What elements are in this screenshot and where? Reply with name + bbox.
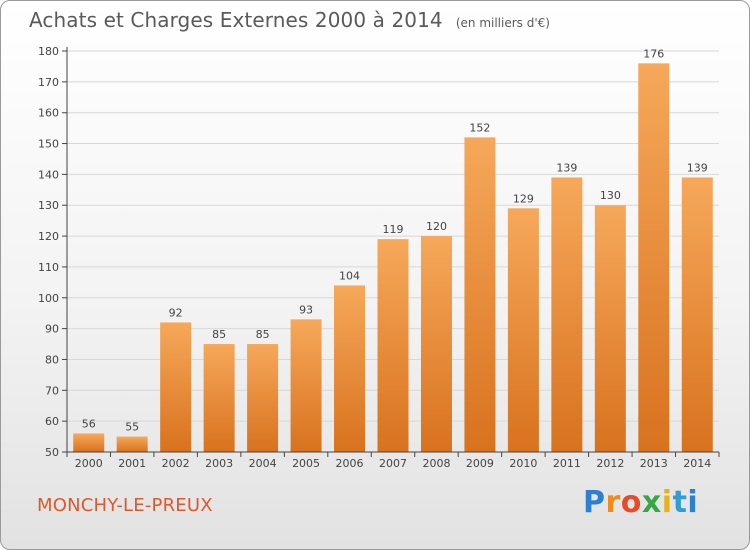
- data-label: 120: [426, 220, 447, 233]
- bar: [594, 205, 626, 452]
- bar: [420, 236, 452, 452]
- y-tick-label: 170: [38, 76, 59, 89]
- data-label: 139: [687, 161, 708, 174]
- x-tick-label: 2007: [379, 457, 407, 470]
- x-tick-label: 2009: [466, 457, 494, 470]
- x-tick-label: 2012: [596, 457, 624, 470]
- data-label: 93: [299, 303, 313, 316]
- logo-letter: P: [583, 485, 606, 520]
- data-label: 85: [212, 328, 226, 341]
- x-tick-label: 2013: [640, 457, 668, 470]
- bar: [681, 177, 713, 452]
- y-tick-label: 100: [38, 292, 59, 305]
- bar: [160, 322, 192, 452]
- logo-letter: r: [605, 485, 621, 520]
- y-tick-label: 160: [38, 107, 59, 120]
- bar: [203, 344, 235, 452]
- data-label: 119: [383, 223, 404, 236]
- x-tick-label: 2000: [75, 457, 103, 470]
- chart-title-unit: (en milliers d'€): [455, 16, 550, 30]
- x-tick-label: 2011: [553, 457, 581, 470]
- y-tick-label: 140: [38, 168, 59, 181]
- logo-letter: i: [687, 485, 699, 520]
- y-tick-label: 90: [45, 323, 59, 336]
- x-tick-label: 2006: [336, 457, 364, 470]
- bars: [73, 63, 713, 452]
- bar: [116, 436, 148, 452]
- logo-letter: i: [661, 485, 673, 520]
- x-tick-label: 2014: [683, 457, 711, 470]
- commune-name: MONCHY-LE-PREUX: [37, 495, 213, 516]
- logo-letter: t: [672, 485, 688, 520]
- x-tick-label: 2010: [509, 457, 537, 470]
- bar: [638, 63, 670, 452]
- y-tick-label: 60: [45, 415, 59, 428]
- x-tick-label: 2008: [422, 457, 450, 470]
- y-tick-label: 50: [45, 446, 59, 459]
- data-label: 129: [513, 192, 534, 205]
- y-tick-label: 180: [38, 45, 59, 58]
- bar: [334, 285, 366, 452]
- x-tick-label: 2002: [162, 457, 190, 470]
- bar: [73, 433, 105, 452]
- x-tick-label: 2004: [249, 457, 277, 470]
- data-label: 139: [556, 161, 577, 174]
- y-tick-label: 120: [38, 230, 59, 243]
- y-tick-label: 70: [45, 384, 59, 397]
- data-label: 56: [82, 417, 96, 430]
- data-label: 55: [125, 421, 139, 434]
- data-label: 85: [256, 328, 270, 341]
- data-label: 92: [169, 306, 183, 319]
- y-tick-label: 130: [38, 199, 59, 212]
- chart-title: Achats et Charges Externes 2000 à 2014 (…: [29, 8, 550, 32]
- bar: [247, 344, 279, 452]
- bar: [507, 208, 539, 452]
- bar: [377, 239, 409, 452]
- chart-title-main: Achats et Charges Externes 2000 à 2014: [29, 8, 443, 32]
- bar: [290, 319, 322, 452]
- axes: 50 60 70 80 90 100 110 120 130 140 150 160 170 180 200…: [38, 45, 720, 470]
- labels: 56 55 92 85 85 93 104 119 120 152 129 139 130 176 139: [82, 47, 708, 433]
- data-label: 130: [600, 189, 621, 202]
- y-tick-label: 80: [45, 353, 59, 366]
- data-label: 176: [643, 47, 664, 60]
- data-label: 104: [339, 269, 360, 282]
- x-tick-label: 2003: [205, 457, 233, 470]
- bar: [464, 137, 496, 452]
- proxiti-logo: Proxiti: [583, 485, 698, 520]
- bar: [551, 177, 583, 452]
- x-tick-label: 2001: [118, 457, 146, 470]
- logo-letter: x: [641, 485, 662, 520]
- data-label: 152: [469, 121, 490, 134]
- x-tick-label: 2005: [292, 457, 320, 470]
- logo-letter: o: [620, 485, 642, 520]
- y-tick-label: 150: [38, 138, 59, 151]
- y-tick-label: 110: [38, 261, 59, 274]
